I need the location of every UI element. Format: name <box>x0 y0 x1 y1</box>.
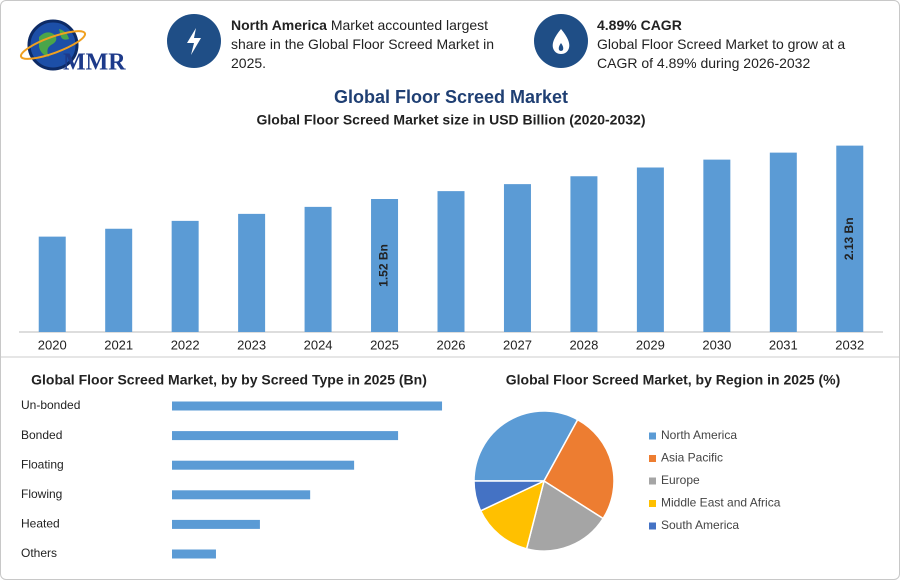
drop-icon <box>552 29 570 54</box>
x-tick-label: 2026 <box>437 337 466 352</box>
bar <box>172 460 355 470</box>
stat-body: Market accounted largest share in the Gl… <box>231 17 495 71</box>
legend-label: North America <box>661 428 737 442</box>
bar <box>171 220 199 332</box>
bar <box>636 167 664 332</box>
x-tick-label: 2030 <box>702 337 731 352</box>
pie-slice <box>479 479 546 550</box>
stat-body: Global Floor Screed Market to grow at a … <box>597 36 846 71</box>
x-tick-label: 2020 <box>38 337 67 352</box>
x-tick-label: 2021 <box>104 337 133 352</box>
bolt-icon <box>187 28 201 55</box>
legend-label: South America <box>661 518 739 532</box>
x-tick-label: 2024 <box>304 337 333 352</box>
chart-subtitle: Global Floor Screed Market size in USD B… <box>256 112 645 128</box>
legend-swatch <box>649 432 656 440</box>
pie-slice <box>473 480 545 512</box>
pie-slice <box>543 418 615 520</box>
legend-label: Europe <box>661 473 700 487</box>
chart-title: Global Floor Screed Market, by by Screed… <box>31 372 427 388</box>
bar <box>172 490 311 500</box>
bar <box>570 176 598 332</box>
bar <box>371 199 399 332</box>
legend-label: Asia Pacific <box>661 451 723 465</box>
x-tick-label: 2032 <box>835 337 864 352</box>
category-label: Bonded <box>21 428 62 442</box>
value-label: 2.13 Bn <box>842 217 856 260</box>
pie-slice <box>525 479 605 552</box>
stat-highlight: North America <box>231 17 327 33</box>
bar <box>172 549 216 559</box>
bar <box>769 152 797 332</box>
bar <box>304 206 332 332</box>
bar <box>172 431 399 441</box>
pie-slice <box>473 410 579 482</box>
x-tick-label: 2031 <box>769 337 798 352</box>
legend-label: Middle East and Africa <box>661 496 781 510</box>
x-tick-label: 2028 <box>569 337 598 352</box>
bar <box>437 191 465 332</box>
bar <box>38 236 66 332</box>
legend-swatch <box>649 522 656 530</box>
logo: MMR <box>19 19 126 76</box>
bar <box>238 213 266 332</box>
bar <box>172 401 443 411</box>
stat-highlight: 4.89% CAGR <box>597 17 682 33</box>
category-label: Un-bonded <box>21 398 80 412</box>
stat-text: 4.89% CAGR Global Floor Screed Market to … <box>597 16 887 73</box>
x-tick-label: 2025 <box>370 337 399 352</box>
x-tick-label: 2023 <box>237 337 266 352</box>
category-label: Floating <box>21 457 64 471</box>
logo-text: MMR <box>63 50 126 76</box>
bar <box>703 159 731 332</box>
legend-swatch <box>649 455 656 462</box>
legend-swatch <box>649 500 656 507</box>
chart-title: Global Floor Screed Market, by Region in… <box>506 372 841 388</box>
bar <box>105 228 133 332</box>
chart-title: Global Floor Screed Market <box>334 87 568 107</box>
stat-text: North America Market accounted largest s… <box>231 16 521 73</box>
bar <box>836 145 864 332</box>
category-label: Others <box>21 546 57 560</box>
bar <box>172 519 260 529</box>
category-label: Flowing <box>21 487 62 501</box>
value-label: 1.52 Bn <box>377 244 391 287</box>
bar <box>503 184 531 332</box>
x-tick-label: 2029 <box>636 337 665 352</box>
category-label: Heated <box>21 517 60 531</box>
x-tick-label: 2027 <box>503 337 532 352</box>
legend-swatch <box>649 477 656 485</box>
x-tick-label: 2022 <box>171 337 200 352</box>
